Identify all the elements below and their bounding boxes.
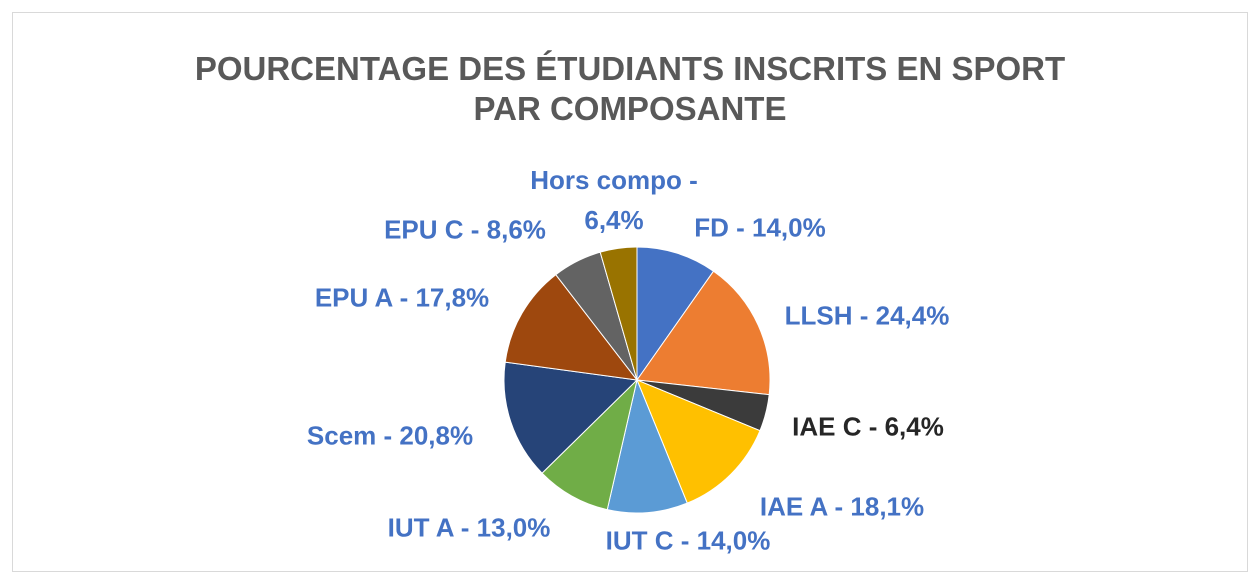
pie-slice [606,378,688,514]
data-label: FD - 14,0% [694,212,826,243]
data-label: LLSH - 24,4% [784,300,950,331]
pie-chart [503,246,771,514]
pie-slice [599,246,638,381]
page: {"chart_data": {"type": "pie", "title": … [12,12,1248,572]
pie-slice [636,270,771,396]
data-label: IUT A - 13,0% [387,512,551,543]
data-label: Hors compo - 6,4% [530,165,698,235]
chart-title: POURCENTAGE DES ÉTUDIANTS INSCRITS EN SP… [194,50,1066,87]
pie-slice [636,379,761,504]
data-label: EPU A - 17,8% [314,282,490,313]
data-label: IAE C - 6,4% [792,411,944,442]
data-label: Scem - 20,8% [306,420,474,451]
data-label: IAE A - 18,1% [759,491,925,522]
data-label: EPU C - 8,6% [384,214,546,245]
pie-slice [636,246,715,382]
pie-slice [504,273,639,381]
data-label: IUT C - 14,0% [605,525,771,556]
chart-title: PAR COMPOSANTE [473,90,787,127]
pie-slice [503,361,639,474]
